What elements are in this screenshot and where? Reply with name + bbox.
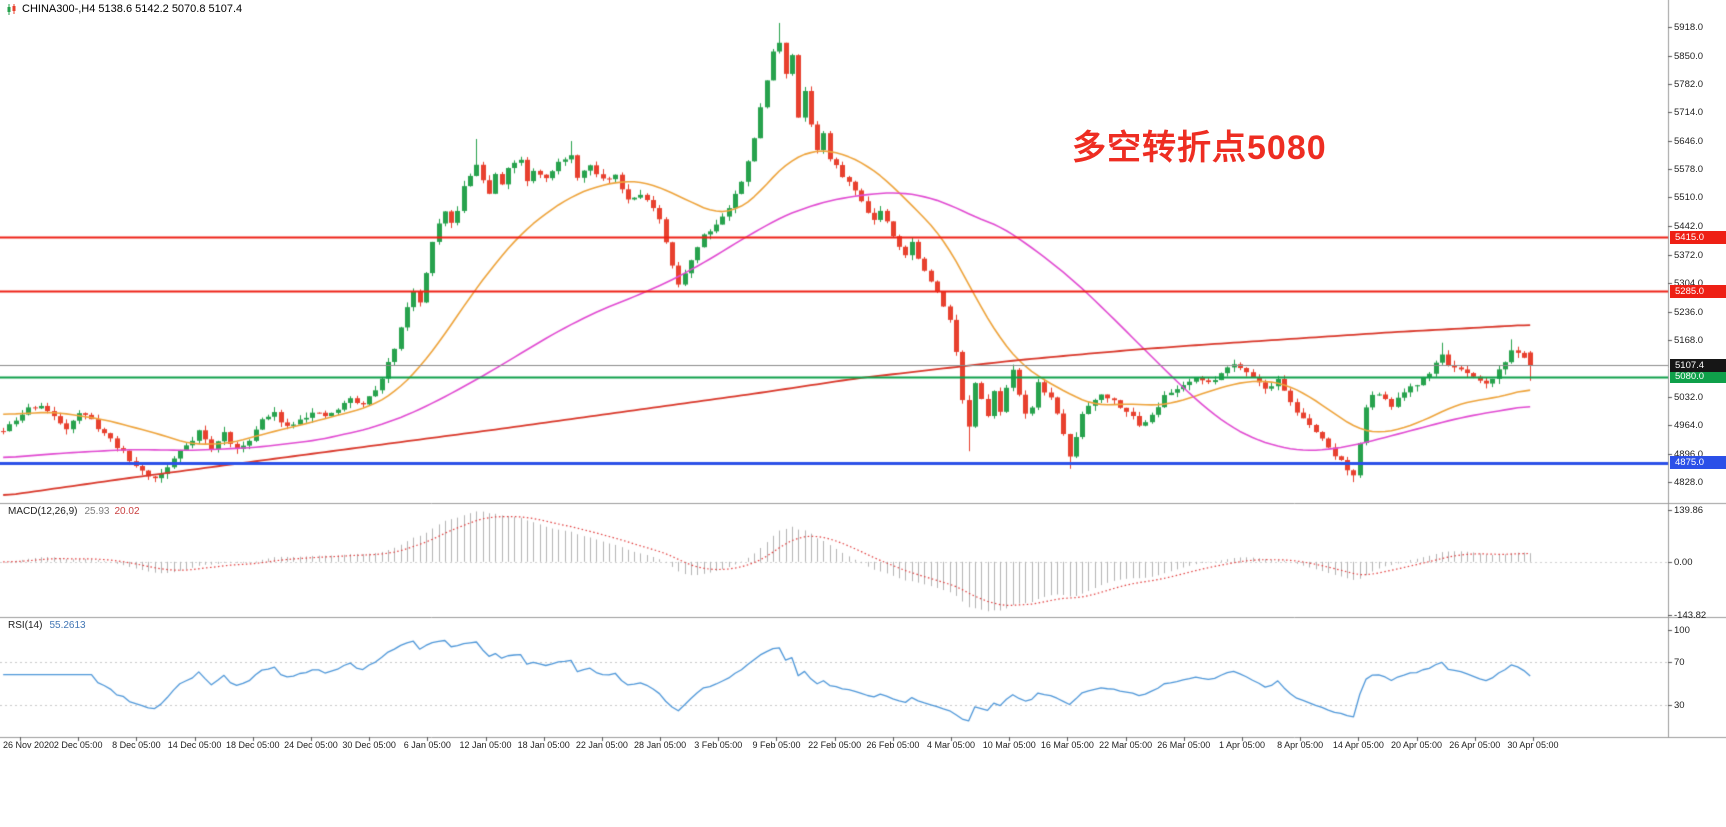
rsi-value: 55.2613 [49, 620, 86, 631]
price-tick-label: 4828.0 [1674, 477, 1704, 489]
price-tick-label: 5032.0 [1674, 391, 1704, 403]
time-axis-label: 12 Jan 05:00 [459, 740, 512, 750]
time-axis-label: 6 Jan 05:00 [403, 740, 451, 750]
price-tick-label: 4896.0 [1674, 448, 1704, 460]
rsi-tick-label: 70 [1674, 657, 1685, 668]
rsi-tick-label: 100 [1674, 624, 1690, 636]
macd-tick-label: -143.82 [1674, 609, 1707, 621]
time-axis-label: 30 Apr 05:00 [1507, 740, 1559, 750]
time-axis-label: 10 Mar 05:00 [982, 740, 1036, 750]
price-tick-label: 5714.0 [1674, 107, 1704, 119]
time-axis-label: 26 Nov 2020 [3, 740, 55, 750]
time-axis-label: 14 Apr 05:00 [1332, 740, 1384, 750]
price-tick-label: 5646.0 [1674, 135, 1704, 147]
time-axis-label: 26 Feb 05:00 [866, 740, 920, 750]
time-axis-label: 26 Mar 05:00 [1157, 740, 1211, 750]
current-price-tag: 5107.4 [1670, 358, 1726, 372]
rsi-indicator-label: RSI(14) 55.2613 [8, 620, 86, 631]
price-tick-label: 5168.0 [1674, 335, 1704, 347]
time-axis-label: 8 Dec 05:00 [112, 740, 161, 750]
time-axis-label: 22 Mar 05:00 [1099, 740, 1153, 750]
time-axis-label: 3 Feb 05:00 [694, 740, 743, 750]
candlestick-chart-icon [7, 3, 16, 15]
time-axis-label: 20 Apr 05:00 [1391, 740, 1443, 750]
price-tick-label: 4964.0 [1674, 420, 1704, 432]
price-tick-label: 5782.0 [1674, 78, 1704, 90]
rsi-tick-label: 30 [1674, 699, 1685, 711]
price-tick-label: 5850.0 [1674, 50, 1704, 62]
time-axis-label: 22 Feb 05:00 [808, 740, 862, 750]
macd-title: MACD(12,26,9) [8, 506, 78, 517]
time-axis-label: 28 Jan 05:00 [634, 740, 687, 750]
time-axis-label: 2 Dec 05:00 [53, 740, 103, 750]
symbol-info-bar: CHINA300-,H4 5138.6 5142.2 5070.8 5107.4 [6, 2, 242, 16]
price-level-tag: 5415.0 [1670, 230, 1726, 244]
macd-indicator-label: MACD(12,26,9) 25.93 20.02 [8, 506, 140, 517]
price-tick-label: 5304.0 [1674, 278, 1703, 289]
time-axis-label: 16 Mar 05:00 [1040, 740, 1094, 750]
price-tick-label: 5510.0 [1674, 192, 1704, 204]
price-tick-label: 5236.0 [1674, 306, 1704, 318]
price-level-tag: 5080.0 [1670, 370, 1726, 384]
time-axis-label: 22 Jan 05:00 [575, 740, 628, 750]
pivot-annotation-text[interactable]: 多空转折点5080 [1072, 129, 1327, 167]
price-tick-label: 5918.0 [1674, 22, 1704, 34]
price-tick-label: 5578.0 [1674, 164, 1704, 176]
price-level-tag: 5285.0 [1670, 284, 1726, 298]
macd-signal-value: 20.02 [114, 506, 140, 517]
macd-main-value: 25.93 [84, 506, 110, 517]
time-axis-label: 26 Apr 05:00 [1449, 740, 1501, 750]
rsi-title: RSI(14) [8, 620, 43, 631]
time-axis-label: 4 Mar 05:00 [927, 740, 976, 750]
time-axis-label: 14 Dec 05:00 [167, 740, 222, 750]
time-axis-label: 9 Feb 05:00 [752, 740, 801, 750]
price-tick-label: 5442.0 [1674, 220, 1704, 232]
time-axis-label: 30 Dec 05:00 [342, 740, 396, 750]
time-axis-label: 18 Dec 05:00 [225, 740, 280, 750]
price-tick-label: 5372.0 [1674, 250, 1704, 262]
price-level-tag: 4875.0 [1670, 456, 1726, 469]
time-axis-label: 8 Apr 05:00 [1277, 740, 1324, 750]
symbol-ohlc-text: CHINA300-,H4 5138.6 5142.2 5070.8 5107.4 [22, 3, 243, 15]
macd-tick-label: 0.00 [1674, 556, 1693, 568]
time-axis-label: 1 Apr 05:00 [1218, 740, 1266, 750]
macd-tick-label: 139.86 [1674, 505, 1704, 517]
time-axis-label: 24 Dec 05:00 [284, 740, 338, 750]
time-axis-label: 18 Jan 05:00 [517, 740, 570, 750]
